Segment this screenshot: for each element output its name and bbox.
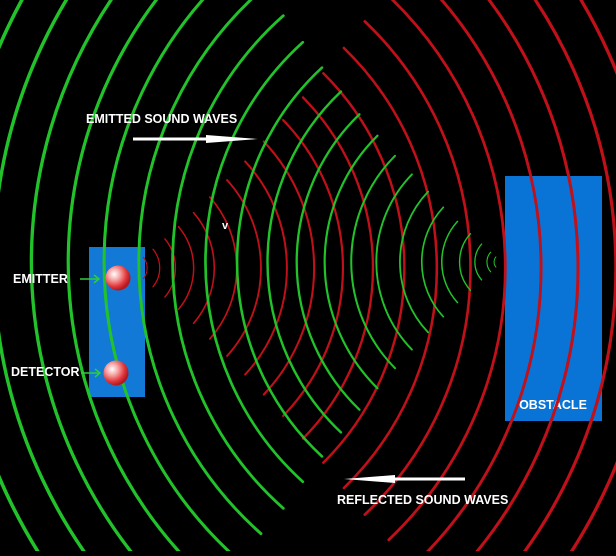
reflected-wave-arc (235, 66, 324, 458)
detector-label: DETECTOR (11, 365, 80, 379)
emitted-wave-arc (387, 0, 507, 542)
obstacle-label: OBSTACLE (519, 398, 587, 412)
emitted-wave-arc (192, 211, 216, 325)
velocity-label: v (222, 220, 229, 232)
reflected-wave-arc (204, 40, 305, 484)
emitted-wave-arc (282, 119, 344, 417)
reflected-wave-arc (266, 90, 343, 434)
emitted-wave-arc (226, 179, 262, 357)
emitted-wave-arc (322, 72, 406, 464)
right-arrow-icon (133, 135, 258, 143)
obstacle-block (505, 176, 602, 421)
emitted-wave-arc (342, 46, 439, 490)
emitted-wave-arc (421, 0, 543, 556)
emitted-wave-arc (142, 256, 148, 280)
reflected-wave-arc (323, 134, 379, 390)
emitter-label: EMITTER (13, 272, 68, 286)
emitted-wave-arc (244, 160, 288, 376)
emitter-pointer-arrow (80, 274, 101, 284)
reflected-wave-arc (295, 113, 361, 411)
reflected-wave-arc (474, 243, 483, 281)
detector-pointer-arrow (81, 368, 102, 378)
reflected-wave-arc (350, 154, 397, 370)
emitter-sensor-icon (105, 265, 131, 291)
emitted-wave-arc (566, 0, 616, 556)
reflected-wave-arc (399, 190, 429, 334)
emitted-wave-arc (177, 225, 195, 311)
emitted-wave-arc (363, 20, 472, 516)
reflected-waves (0, 0, 497, 556)
reflected-waves-label: REFLECTED SOUND WAVES (337, 493, 508, 507)
reflected-wave-arc (0, 0, 90, 556)
reflected-wave-arc (375, 173, 413, 351)
emitted-wave-arc (164, 238, 177, 298)
reflected-wave-arc (171, 14, 285, 510)
reflected-wave-arc (66, 0, 186, 556)
emitted-wave-arc (262, 140, 316, 396)
reflected-wave-arc (102, 0, 237, 556)
left-arrow-icon (344, 475, 465, 483)
reflected-wave-arc (493, 256, 497, 268)
emitted-wave-arc (152, 248, 161, 288)
reflected-wave-arc (421, 206, 445, 318)
reflected-wave-arc (29, 0, 137, 556)
reflected-wave-arc (458, 233, 472, 291)
emitted-wave-arc (471, 0, 580, 556)
emitted-waves-label: EMITTED SOUND WAVES (86, 112, 237, 126)
reflected-wave-arc (486, 251, 492, 273)
detector-sensor-icon (103, 360, 129, 386)
reflected-wave-arc (137, 0, 263, 536)
reflected-wave-arc (441, 220, 459, 304)
